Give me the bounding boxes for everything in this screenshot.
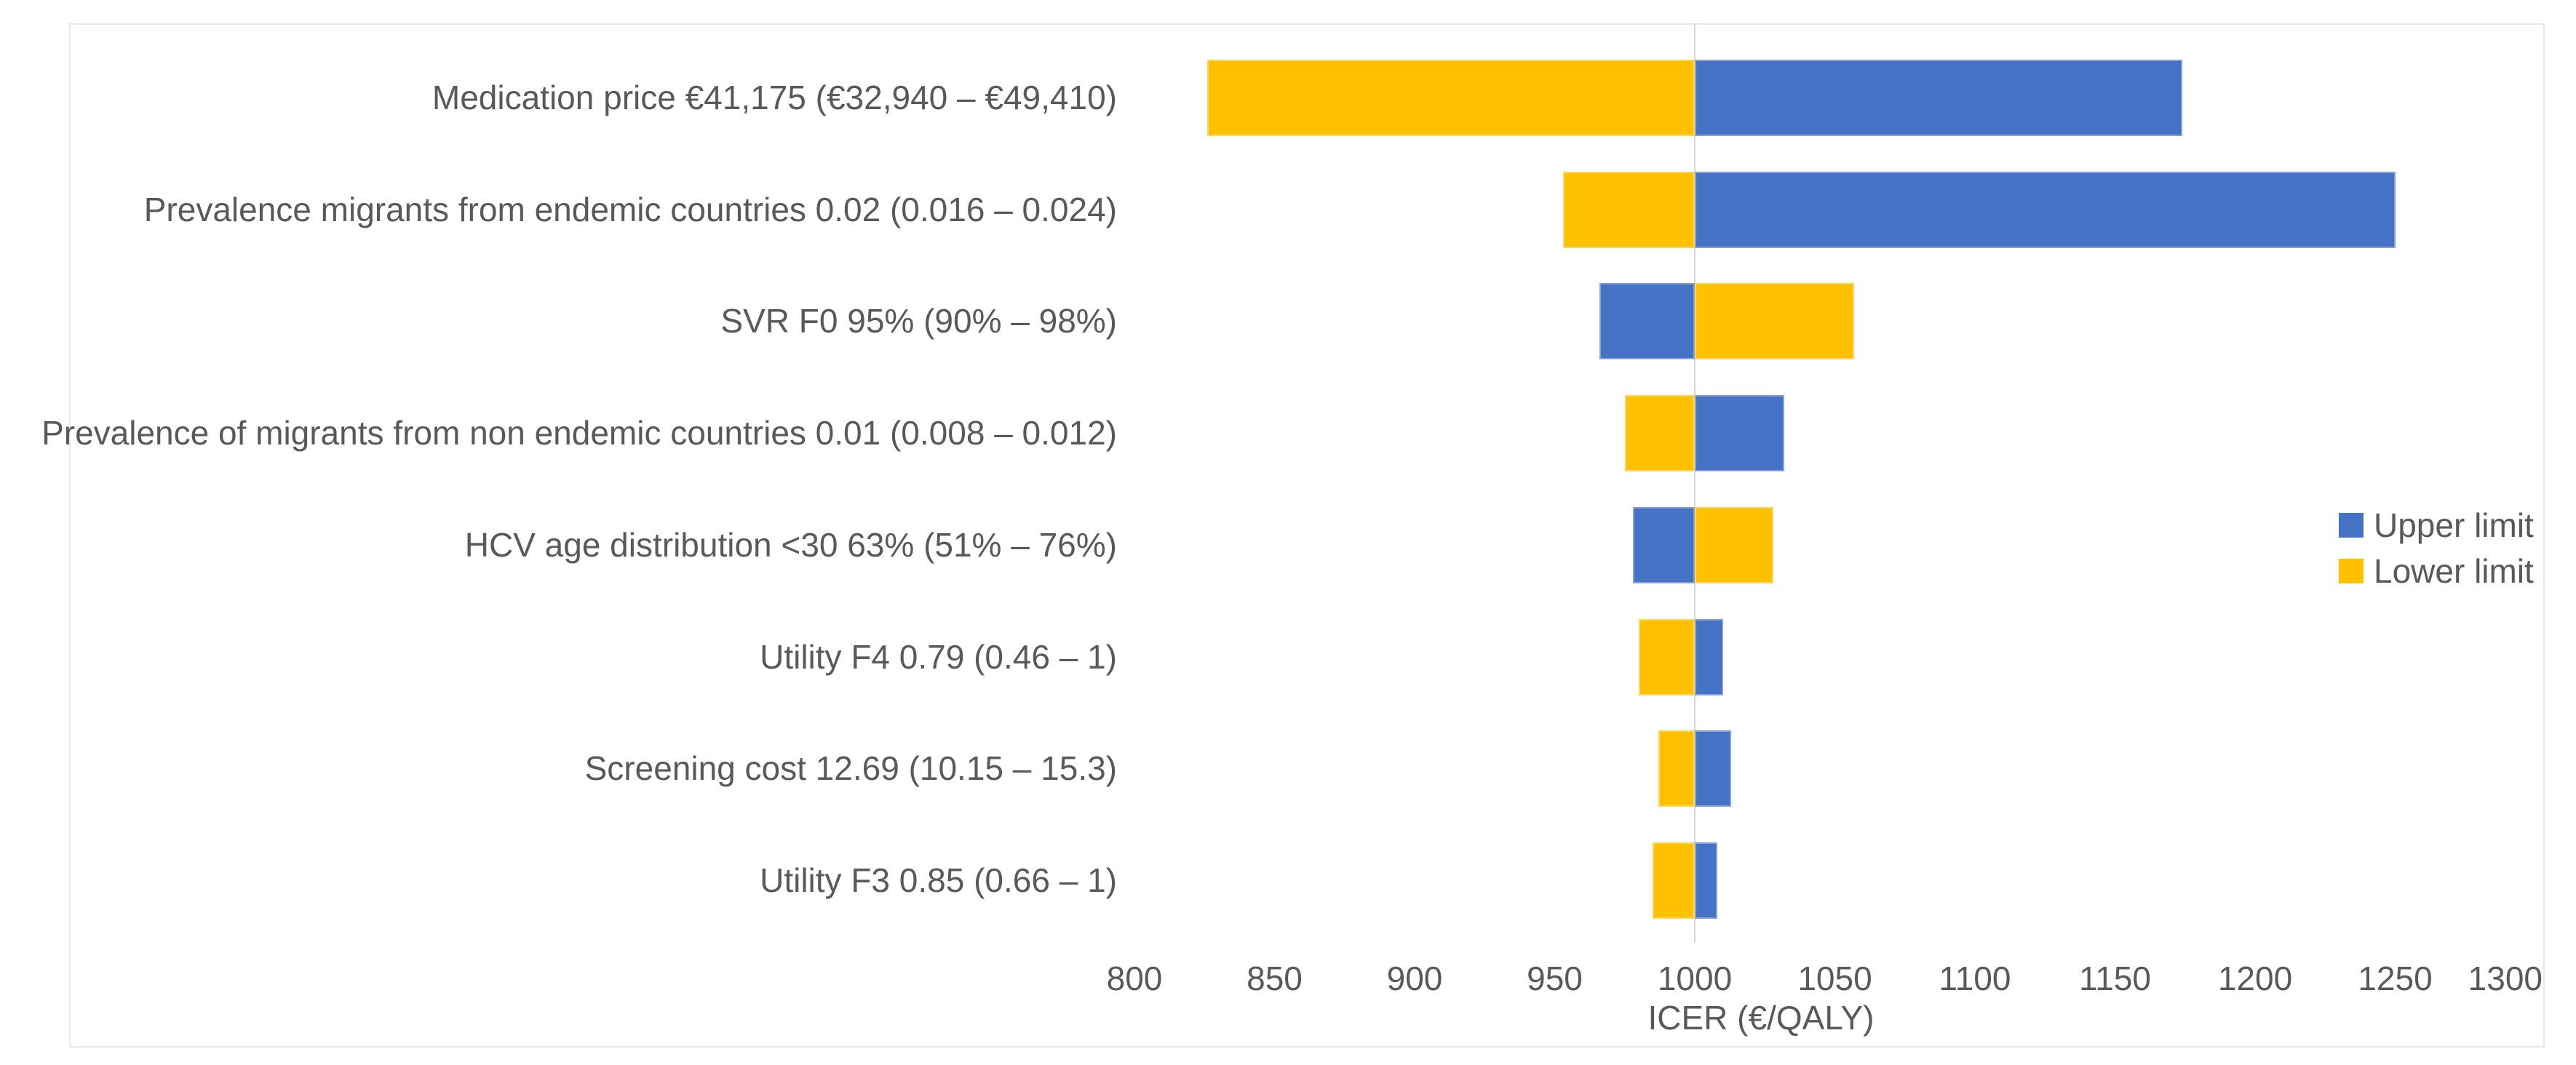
x-tick-label: 850 — [1247, 960, 1303, 997]
legend-swatch-lower-limit — [2339, 558, 2364, 583]
bar-lower-limit — [1658, 730, 1695, 807]
category-label: Medication price €41,175 (€32,940 – €49,… — [432, 79, 1117, 116]
bar-lower-limit — [1207, 60, 1695, 136]
legend: Upper limit Lower limit — [2339, 502, 2534, 594]
x-tick-label: 1150 — [2079, 960, 2151, 997]
bar-upper-limit — [1695, 618, 1723, 695]
x-tick-label: 1000 — [1657, 960, 1733, 997]
base-value-gridline — [1694, 23, 1696, 943]
x-tick-label: 1050 — [1797, 960, 1872, 997]
bar-lower-limit — [1639, 618, 1695, 695]
legend-label: Upper limit — [2374, 506, 2534, 544]
bar-upper-limit — [1695, 730, 1732, 807]
bar-upper-limit — [1695, 395, 1785, 472]
x-tick-label: 1250 — [2358, 960, 2433, 997]
legend-item: Lower limit — [2339, 548, 2534, 594]
legend-item: Upper limit — [2339, 502, 2534, 548]
category-label: HCV age distribution <30 63% (51% – 76%) — [464, 525, 1117, 564]
category-label: Prevalence of migrants from non endemic … — [41, 414, 1117, 452]
bar-upper-limit — [1695, 171, 2396, 248]
bar-lower-limit — [1695, 283, 1855, 360]
bar-lower-limit — [1563, 171, 1695, 248]
category-label: SVR F0 95% (90% – 98%) — [720, 302, 1117, 340]
x-tick-label: 1300 — [2468, 960, 2543, 997]
bar-lower-limit — [1653, 842, 1695, 919]
legend-label: Lower limit — [2374, 551, 2534, 590]
category-label: Utility F4 0.79 (0.46 – 1) — [760, 637, 1117, 676]
bar-upper-limit — [1599, 283, 1695, 360]
x-axis-title: ICER (€/QALY) — [1647, 999, 1875, 1037]
category-label: Utility F3 0.85 (0.66 – 1) — [760, 861, 1117, 899]
bar-upper-limit — [1633, 506, 1695, 583]
x-tick-label: 1200 — [2217, 960, 2293, 997]
x-tick-label: 900 — [1386, 960, 1443, 997]
x-tick-label: 1100 — [1939, 960, 2011, 997]
x-tick-label: 800 — [1106, 960, 1163, 997]
category-label: Prevalence migrants from endemic countri… — [143, 190, 1117, 228]
bar-lower-limit — [1624, 395, 1695, 472]
legend-swatch-upper-limit — [2339, 512, 2364, 538]
bar-upper-limit — [1695, 842, 1717, 919]
bar-lower-limit — [1695, 506, 1773, 583]
x-tick-label: 950 — [1527, 960, 1583, 997]
bar-upper-limit — [1695, 60, 2182, 136]
category-label: Screening cost 12.69 (10.15 – 15.3) — [584, 749, 1117, 788]
